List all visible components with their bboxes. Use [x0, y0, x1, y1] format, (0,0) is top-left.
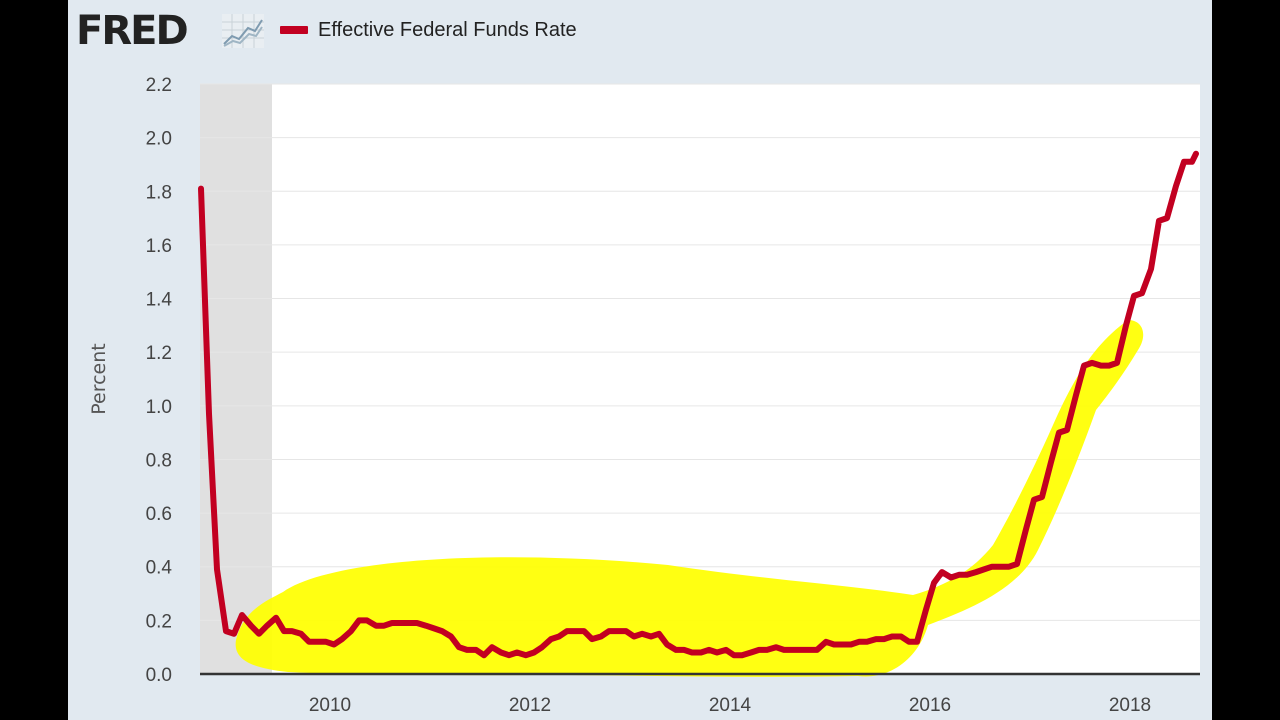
legend-label[interactable]: Effective Federal Funds Rate — [318, 19, 577, 41]
y-tick-label: 0.8 — [146, 450, 172, 471]
x-tick-label: 2012 — [509, 695, 551, 716]
line-chart: 0.0 0.2 0.4 0.6 0.8 1.0 1.2 1.4 1.6 1.8 2.0 2.2 201… — [88, 75, 1200, 716]
y-tick-label: 2.0 — [146, 129, 172, 150]
series-line — [198, 150, 1199, 659]
y-tick-label: 1.2 — [146, 343, 172, 364]
fred-logo[interactable]: FRED — [76, 8, 189, 54]
y-axis-title: Percent — [88, 343, 110, 415]
x-tick-label: 2010 — [309, 695, 351, 716]
y-tick-label: 2.2 — [146, 75, 172, 96]
highlight-annotation — [235, 320, 1144, 677]
recession-shading — [200, 84, 272, 674]
x-axis-ticks: 2010 2012 2014 2016 2018 — [309, 695, 1151, 716]
chart-window: FRED Effective Federal Funds Rate 0.0 0.2… — [68, 0, 1212, 720]
x-tick-label: 2014 — [709, 695, 752, 716]
y-tick-label: 1.0 — [146, 397, 172, 418]
y-tick-label: 1.6 — [146, 236, 172, 257]
y-tick-label: 1.8 — [146, 182, 172, 203]
x-tick-label: 2018 — [1109, 695, 1151, 716]
x-tick-label: 2016 — [909, 695, 951, 716]
y-axis-ticks: 0.0 0.2 0.4 0.6 0.8 1.0 1.2 1.4 1.6 1.8 2.0 2.2 — [146, 75, 173, 686]
y-tick-label: 0.6 — [146, 504, 172, 525]
chart-header: FRED Effective Federal Funds Rate — [68, 0, 1212, 62]
y-tick-label: 0.4 — [146, 558, 173, 579]
y-tick-label: 0.0 — [146, 665, 172, 686]
y-tick-label: 0.2 — [146, 611, 172, 632]
line-chart-icon — [222, 14, 264, 48]
series-effective-federal-funds-rate — [198, 150, 1199, 659]
legend-swatch — [280, 26, 308, 34]
y-tick-label: 1.4 — [146, 290, 173, 311]
